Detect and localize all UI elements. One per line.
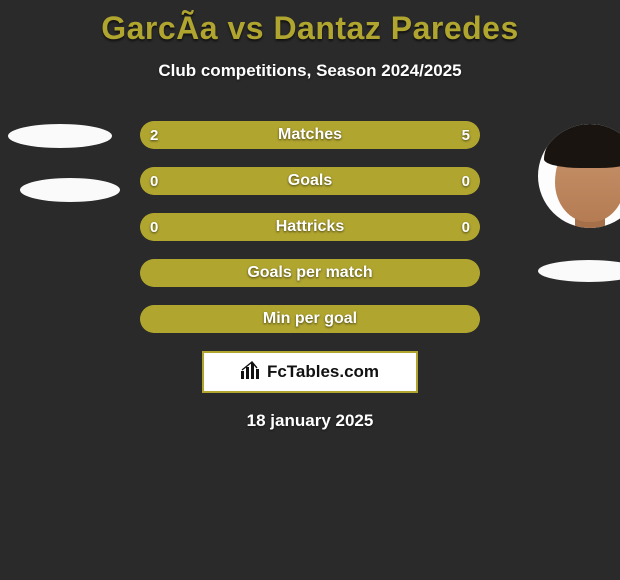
bar-chart-icon bbox=[241, 361, 261, 384]
stat-label: Goals per match bbox=[140, 259, 480, 287]
stat-row: Min per goal bbox=[140, 305, 480, 333]
player-right-avatar bbox=[538, 124, 620, 228]
stat-row: 25Matches bbox=[140, 121, 480, 149]
page-title: GarcÃ­a vs Dantaz Paredes bbox=[0, 0, 620, 47]
stat-label: Hattricks bbox=[140, 213, 480, 241]
date-label: 18 january 2025 bbox=[0, 411, 620, 431]
stat-row: Goals per match bbox=[140, 259, 480, 287]
player-left-avatar-shadow bbox=[20, 178, 120, 202]
page-subtitle: Club competitions, Season 2024/2025 bbox=[0, 61, 620, 81]
stat-label: Min per goal bbox=[140, 305, 480, 333]
comparison-chart: 25Matches 00Goals 00Hattricks Goals per mat… bbox=[140, 121, 480, 333]
brand-text: FcTables.com bbox=[267, 362, 379, 382]
infographic-root: GarcÃ­a vs Dantaz Paredes Club competiti… bbox=[0, 0, 620, 580]
stat-label: Goals bbox=[140, 167, 480, 195]
stat-label: Matches bbox=[140, 121, 480, 149]
stat-row: 00Hattricks bbox=[140, 213, 480, 241]
brand-box[interactable]: FcTables.com bbox=[202, 351, 418, 393]
player-right-avatar-shadow bbox=[538, 260, 620, 282]
stat-row: 00Goals bbox=[140, 167, 480, 195]
player-left-avatar bbox=[8, 124, 112, 148]
